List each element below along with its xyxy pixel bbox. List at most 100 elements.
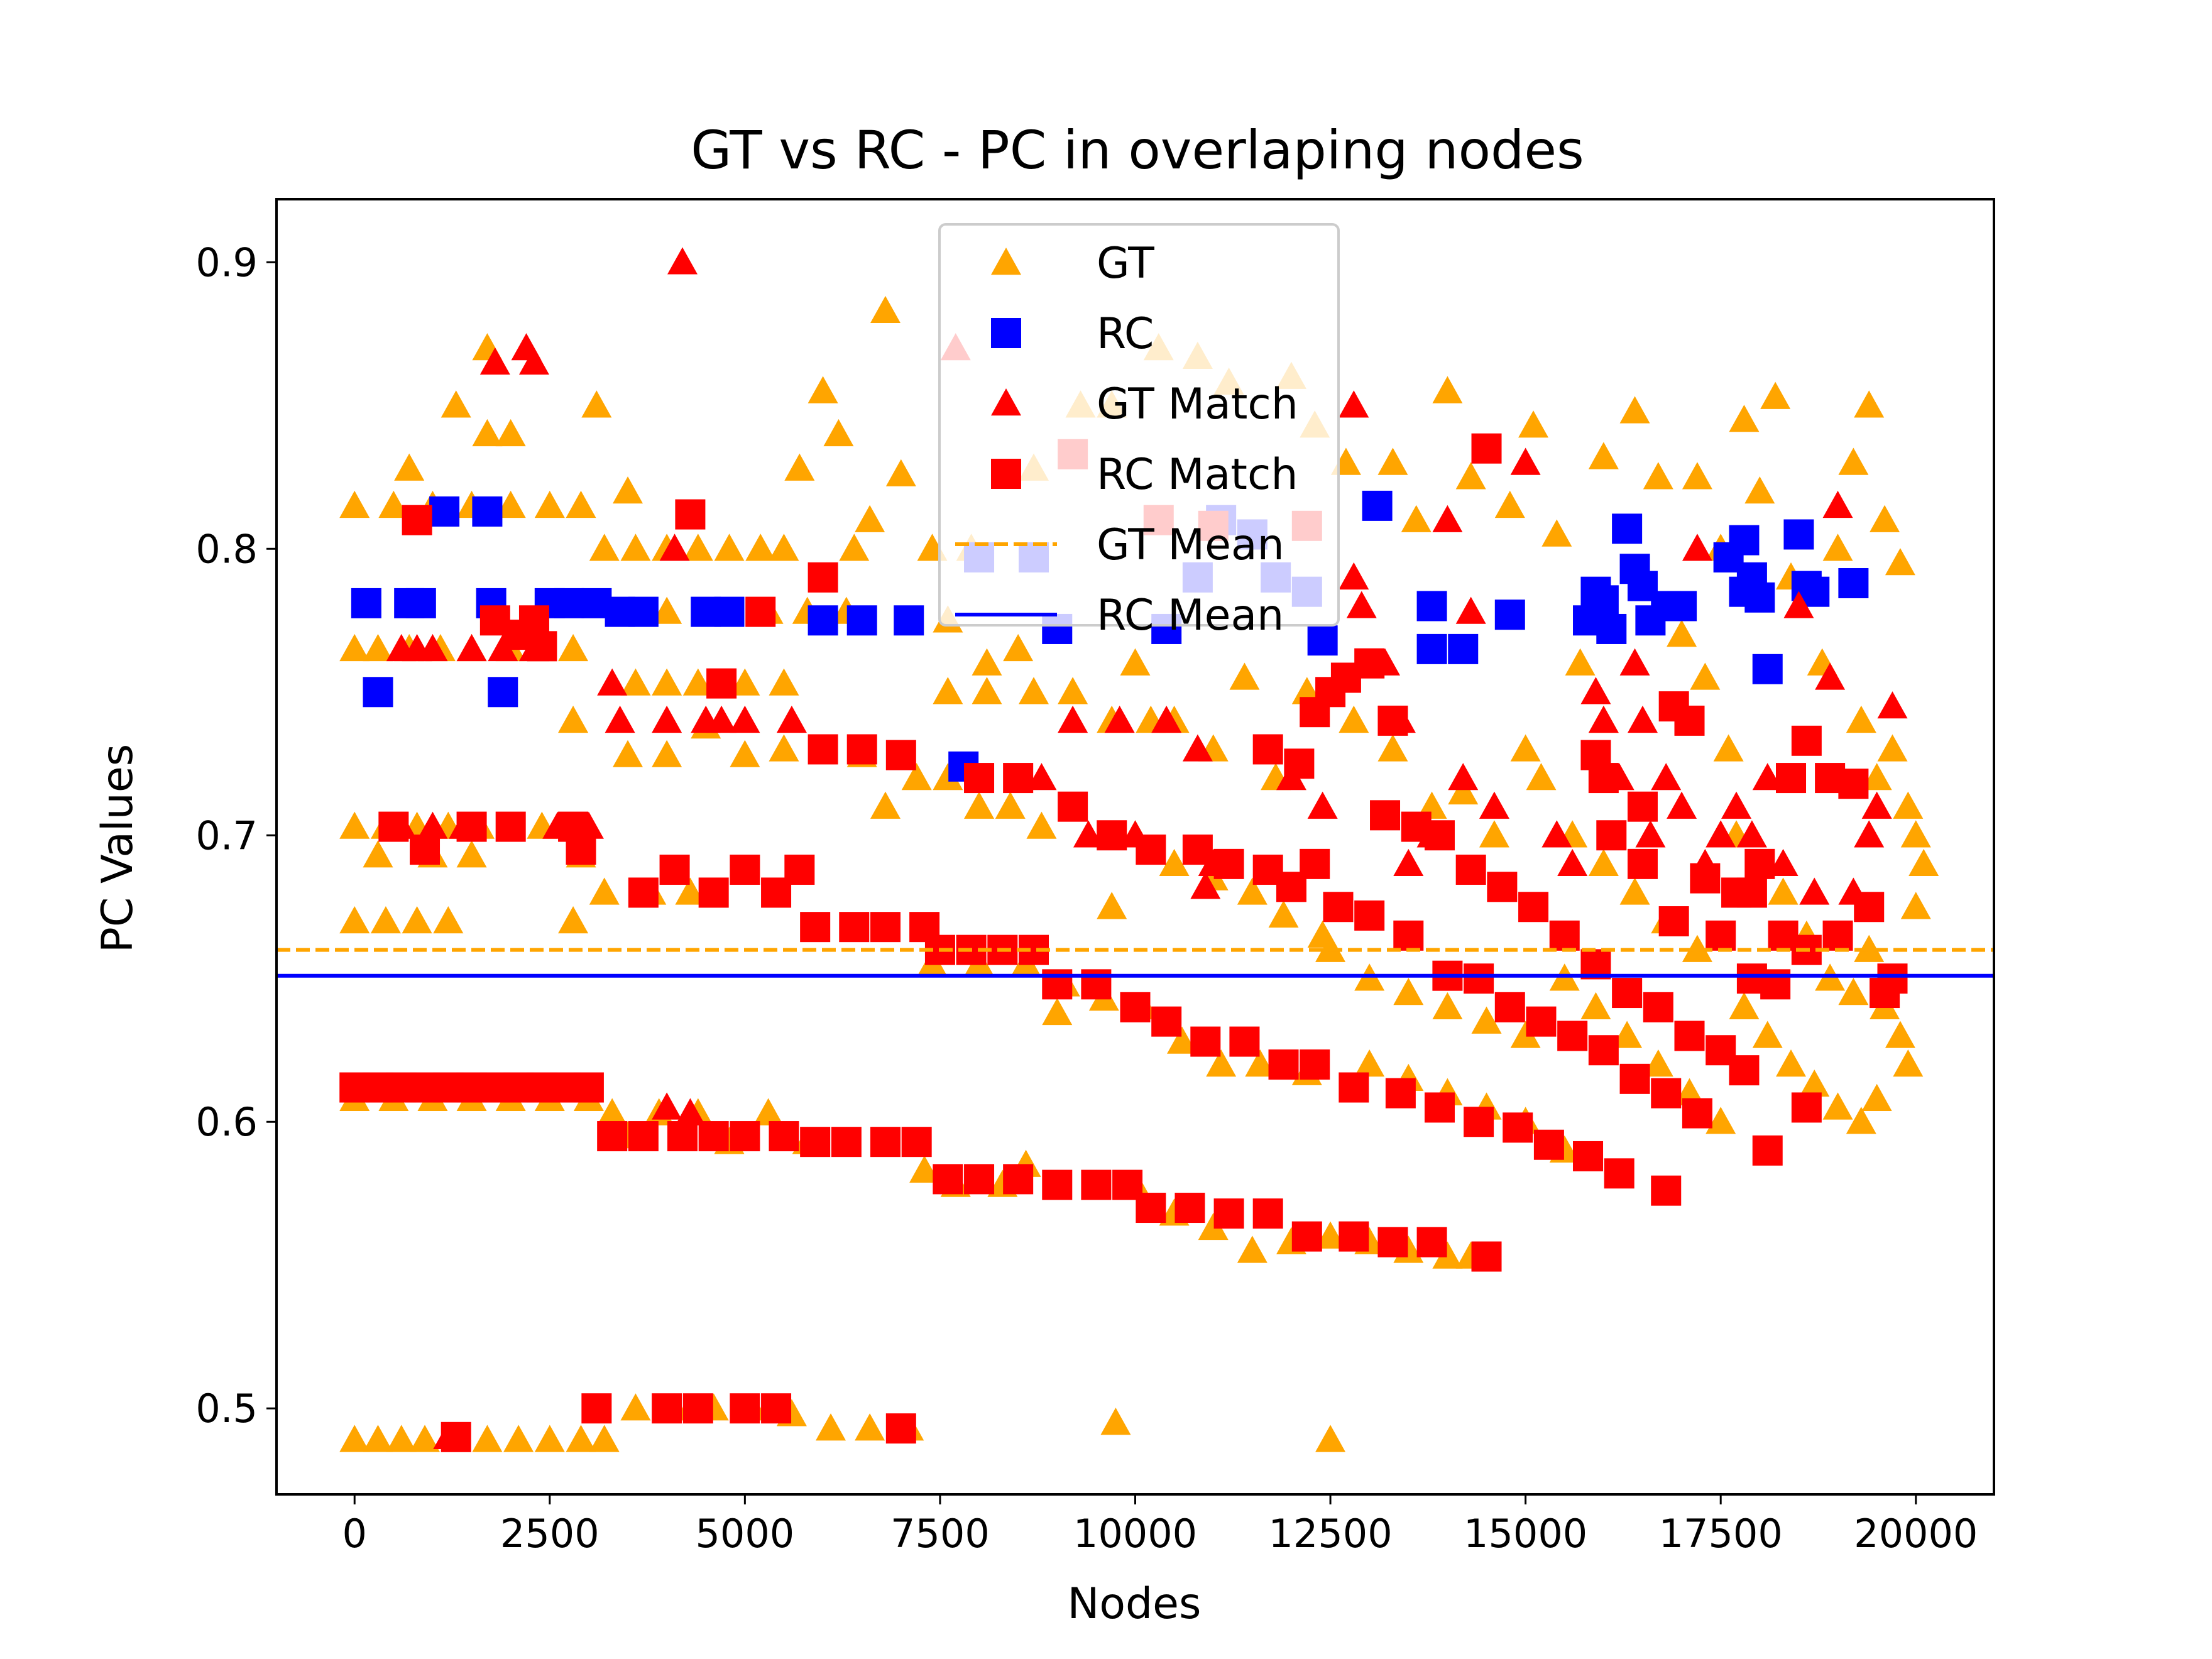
gt-point: [1003, 633, 1034, 662]
gt-point: [1100, 1408, 1131, 1435]
rc-match-point: [1854, 892, 1885, 923]
gt-point: [566, 1425, 596, 1452]
gt-point: [1377, 734, 1408, 762]
gt-match-point: [1877, 691, 1908, 719]
gt-point: [1455, 462, 1486, 490]
gt-point: [1760, 381, 1791, 409]
gt-point: [620, 668, 651, 696]
rc-match-point: [652, 1393, 682, 1424]
gt-match-point: [1635, 820, 1666, 848]
gt-point: [495, 419, 526, 447]
gt-point: [1268, 900, 1299, 928]
gt-match-point: [1151, 705, 1182, 733]
gt-point: [1713, 734, 1744, 762]
rc-match-point: [1385, 1078, 1416, 1109]
rc-match-point: [667, 1121, 698, 1152]
rc-match-point: [698, 877, 729, 908]
rc-match-point: [1416, 1227, 1447, 1257]
gt-point: [1643, 1049, 1673, 1077]
gt-point: [995, 791, 1026, 819]
rc-match-point: [846, 734, 877, 765]
rc-match-point: [870, 1127, 901, 1158]
gt-point: [339, 633, 370, 662]
gt-match-point: [1706, 820, 1736, 848]
x-tick-label: 10000: [1073, 1511, 1197, 1557]
gt-point: [1494, 490, 1525, 518]
rc-point: [1783, 519, 1814, 550]
legend-box: [938, 223, 1340, 627]
gt-match-point: [1799, 877, 1830, 905]
legend-label: GT Match: [1097, 380, 1298, 429]
rc-match-point: [1721, 877, 1752, 908]
rc-match-point: [1190, 1026, 1221, 1057]
gt-point: [901, 763, 932, 791]
rc-match-point: [1471, 433, 1502, 464]
gt-point: [589, 534, 620, 561]
rc-match-point: [659, 854, 690, 885]
gt-point: [1682, 934, 1712, 962]
gt-point: [1580, 992, 1611, 1020]
gt-match-point: [1736, 820, 1767, 848]
x-axis-label: Nodes: [1068, 1579, 1202, 1629]
gt-match-point: [1346, 591, 1377, 618]
gt-point: [1588, 442, 1619, 469]
rc-match-point: [1651, 1175, 1682, 1206]
rc-match-point: [1658, 906, 1689, 937]
rc-match-point: [1003, 763, 1034, 794]
gt-point: [652, 740, 682, 767]
gt-match-point: [1479, 791, 1509, 819]
legend-label: RC: [1097, 309, 1154, 359]
rc-match-point: [901, 1127, 932, 1158]
gt-point: [1198, 1212, 1229, 1240]
rc-match-point: [1588, 1035, 1619, 1066]
gt-point: [1854, 934, 1885, 962]
gt-point: [1245, 1049, 1276, 1077]
legend-entry-rc-mean: RC Mean: [955, 591, 1284, 640]
gt-match-point: [1815, 662, 1846, 690]
gt-point: [534, 490, 565, 518]
gt-point: [1518, 410, 1549, 438]
gt-point: [1339, 705, 1369, 733]
rc-point: [894, 605, 924, 636]
gt-point: [1206, 1049, 1237, 1077]
gt-match-point: [1448, 763, 1479, 791]
gt-match-point: [1783, 591, 1814, 618]
rc-match-point: [1706, 920, 1736, 951]
rc-point: [1596, 613, 1627, 644]
y-tick-label: 0.9: [195, 239, 258, 285]
rc-match-point: [1291, 1221, 1322, 1252]
gt-point: [1900, 820, 1931, 848]
rc-match-point: [1557, 1021, 1588, 1051]
rc-match-point: [1354, 648, 1385, 679]
gt-point: [1776, 1049, 1807, 1077]
rc-match-point: [1752, 1135, 1783, 1166]
gt-match-point: [1339, 390, 1369, 418]
x-axis: 0 2500 5000 7500 10000 12500 15000 17500 20000: [342, 1494, 1978, 1557]
rc-point: [1838, 568, 1869, 599]
rc-match-point: [441, 1421, 471, 1452]
rc-match-point: [1268, 1049, 1299, 1080]
gt-point: [1042, 997, 1073, 1026]
gt-match-point: [605, 705, 635, 733]
rc-match-point: [1323, 892, 1354, 923]
gt-point: [730, 668, 760, 696]
rc-point: [1729, 525, 1760, 556]
rc-match-point: [1300, 1049, 1330, 1080]
gt-match-point: [1073, 820, 1103, 848]
x-tick-label: 20000: [1854, 1511, 1978, 1557]
gt-point: [613, 476, 643, 504]
legend-marker: [991, 388, 1021, 416]
gt-point: [589, 1425, 620, 1452]
gt-point: [1846, 1107, 1876, 1134]
gt-match-point: [675, 1098, 706, 1125]
rc-match-point: [1588, 763, 1619, 794]
data-marks: [339, 247, 1939, 1452]
rc-match-point: [1822, 920, 1853, 951]
gt-point: [1479, 820, 1509, 848]
gt-point: [682, 668, 713, 696]
rc-match-point: [1370, 800, 1401, 831]
rc-match-point: [706, 668, 737, 699]
gt-match-point: [518, 347, 549, 375]
gt-point: [1846, 705, 1876, 733]
